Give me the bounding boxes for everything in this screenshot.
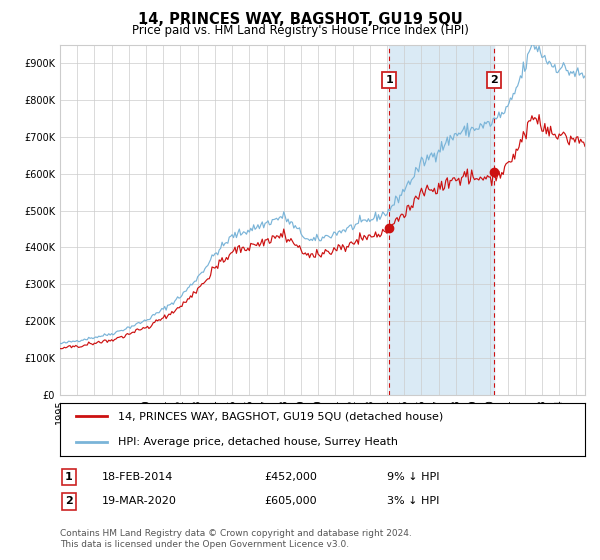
Text: 1: 1 xyxy=(65,472,73,482)
Text: 2: 2 xyxy=(65,496,73,506)
Text: 1: 1 xyxy=(385,75,393,85)
Text: 19-MAR-2020: 19-MAR-2020 xyxy=(102,496,177,506)
Text: HPI: Average price, detached house, Surrey Heath: HPI: Average price, detached house, Surr… xyxy=(118,436,398,446)
Text: £605,000: £605,000 xyxy=(264,496,317,506)
Text: 3% ↓ HPI: 3% ↓ HPI xyxy=(387,496,439,506)
Text: Contains HM Land Registry data © Crown copyright and database right 2024.
This d: Contains HM Land Registry data © Crown c… xyxy=(60,529,412,549)
Text: £452,000: £452,000 xyxy=(264,472,317,482)
Text: 14, PRINCES WAY, BAGSHOT, GU19 5QU (detached house): 14, PRINCES WAY, BAGSHOT, GU19 5QU (deta… xyxy=(118,412,443,422)
Text: 18-FEB-2014: 18-FEB-2014 xyxy=(102,472,173,482)
Text: Price paid vs. HM Land Registry's House Price Index (HPI): Price paid vs. HM Land Registry's House … xyxy=(131,24,469,36)
Text: 14, PRINCES WAY, BAGSHOT, GU19 5QU: 14, PRINCES WAY, BAGSHOT, GU19 5QU xyxy=(137,12,463,27)
Text: 2: 2 xyxy=(490,75,498,85)
Bar xyxy=(389,45,494,395)
Text: 9% ↓ HPI: 9% ↓ HPI xyxy=(387,472,439,482)
